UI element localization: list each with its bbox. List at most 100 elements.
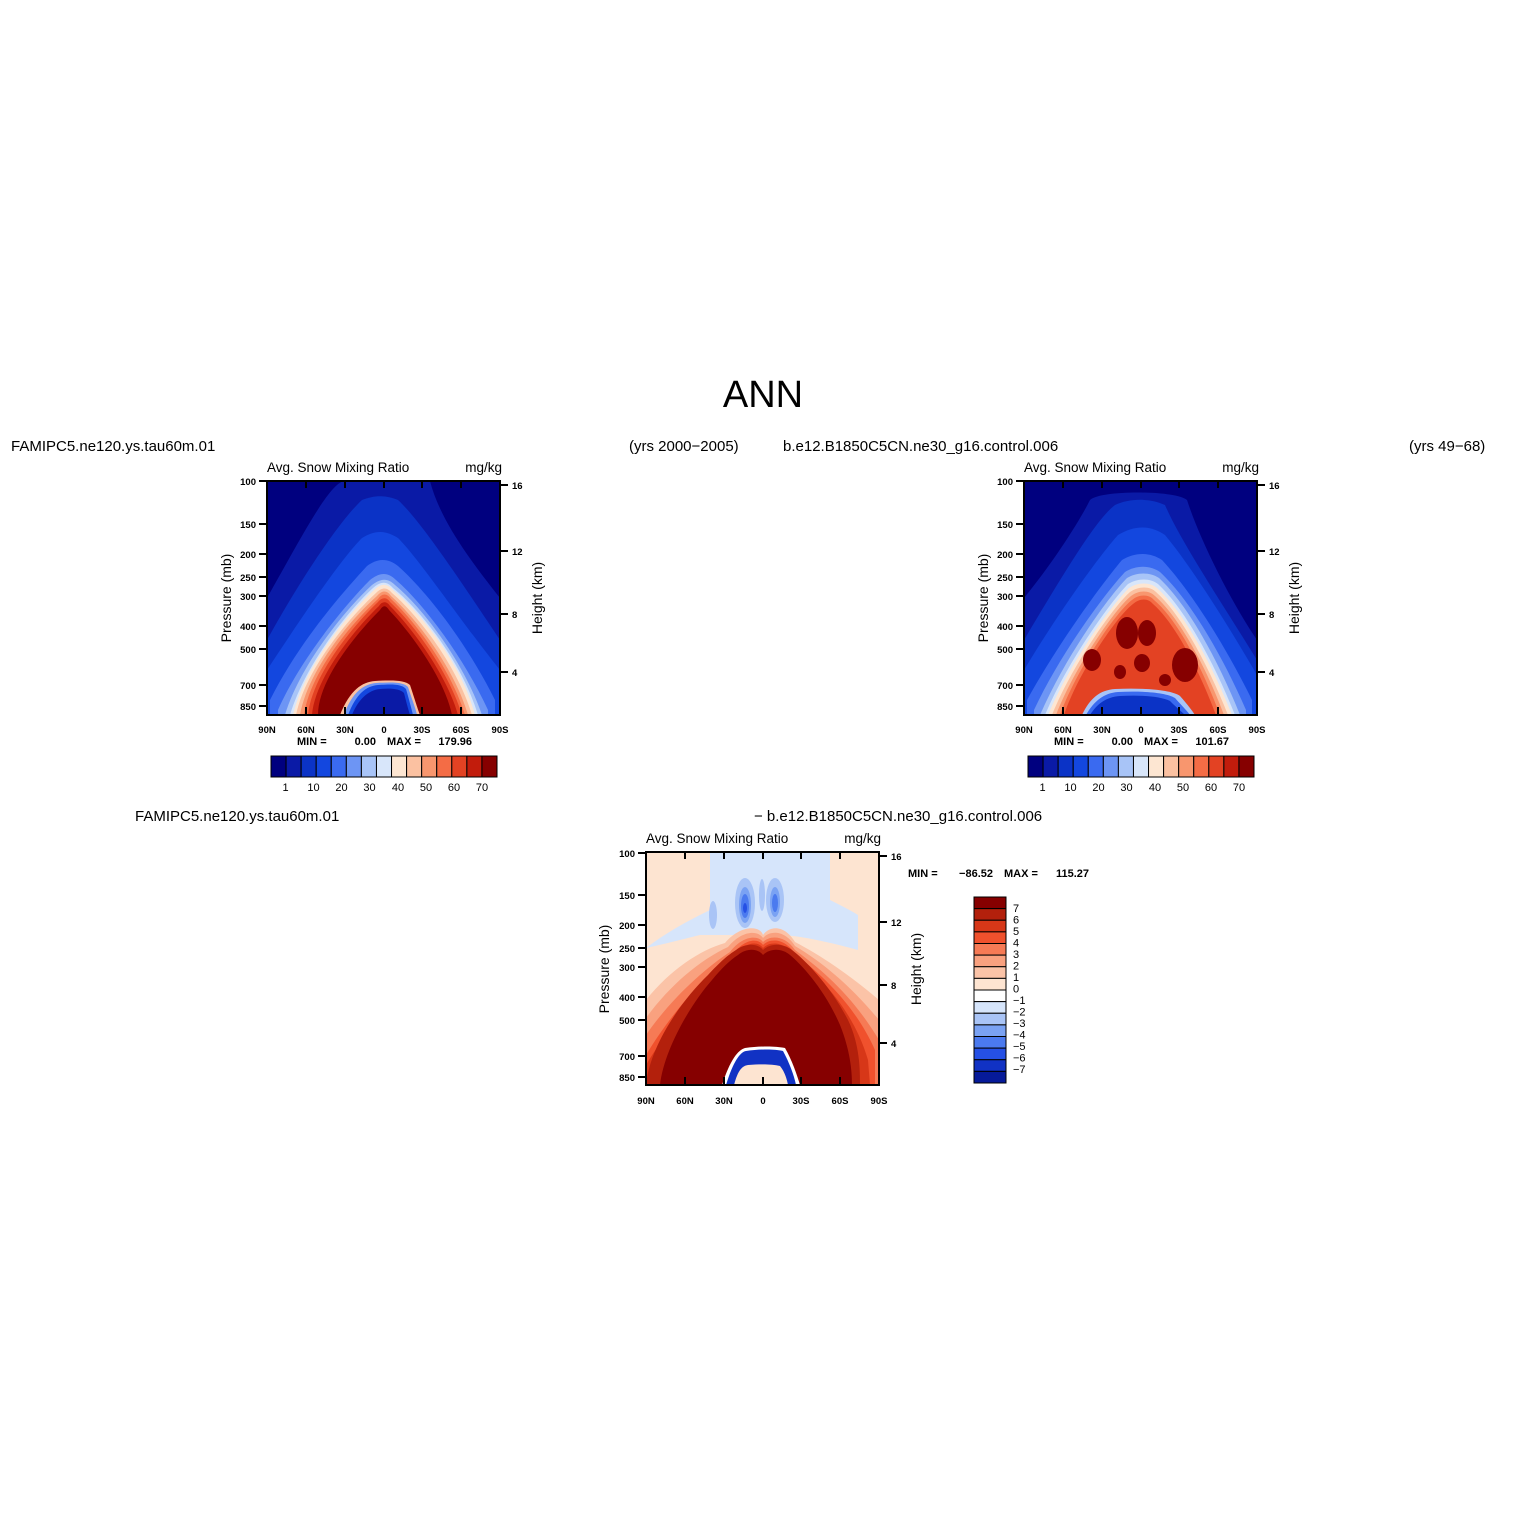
panel-right-ytick-label: 150 <box>997 520 1013 531</box>
panel-diff-ylabel: Pressure (mb) <box>596 925 612 1014</box>
panel-diff-xtick-label: 60S <box>832 1096 849 1107</box>
panel-right-variable: Avg. Snow Mixing Ratio <box>1024 460 1166 475</box>
right-case-label: b.e12.B1850C5CN.ne30_g16.control.006 <box>783 438 1058 455</box>
panel-left-ytick-label: 250 <box>240 573 256 584</box>
panel-diff-y2tick-label: 8 <box>891 981 896 992</box>
panel-left-colorbar-label: 40 <box>392 782 404 794</box>
diff-case-b-label: − b.e12.B1850C5CN.ne30_g16.control.006 <box>754 808 1042 825</box>
panel-diff-colorbar-swatch <box>973 1047 1007 1061</box>
panel-right-colorbar-label: 50 <box>1177 782 1189 794</box>
panel-diff-y2tick-label: 12 <box>891 918 902 929</box>
panel-right-y-ticks <box>1016 480 1265 707</box>
panel-right-colorbar-swatch <box>1238 755 1255 778</box>
panel-diff-field <box>646 852 879 1085</box>
panel-left-units: mg/kg <box>465 460 502 475</box>
panel-diff-colorbar-swatch <box>973 1036 1007 1049</box>
panel-right-colorbar-swatch <box>1117 755 1134 778</box>
panel-diff-ytick-label: 700 <box>619 1052 635 1063</box>
panel-diff-colorbar-label: 3 <box>1013 949 1019 961</box>
panel-diff-ytick-label: 250 <box>619 944 635 955</box>
panel-diff-colorbar-swatch <box>973 931 1007 944</box>
panel-diff-ytick-label: 300 <box>619 963 635 974</box>
panel-right-ytick-label: 200 <box>997 550 1013 561</box>
panel-left-ylabel-right: Height (km) <box>529 562 545 634</box>
panel-left-xtick-label: 60N <box>297 725 315 736</box>
panel-diff-colorbar-label: 5 <box>1013 926 1019 938</box>
panel-left-ytick-label: 700 <box>240 681 256 692</box>
panel-diff-units: mg/kg <box>844 831 881 846</box>
panel-diff-colorbar-swatch <box>973 966 1007 979</box>
panel-left-xtick-label: 30S <box>414 725 431 736</box>
panel-right-xtick-label: 30S <box>1171 725 1188 736</box>
panel-right-colorbar-label: 40 <box>1149 782 1161 794</box>
panel-right-xtick-label: 90N <box>1015 725 1033 736</box>
panel-diff-ylabel-right: Height (km) <box>908 933 924 1005</box>
panel-right-colorbar-swatch <box>1042 755 1059 778</box>
panel-left-colorbar-label: 30 <box>363 782 375 794</box>
panel-left-ytick-label: 300 <box>240 592 256 603</box>
panel-left-field <box>267 481 500 715</box>
panel-left-xtick-label: 30N <box>336 725 354 736</box>
panel-diff-y2tick-label: 16 <box>891 852 902 863</box>
panel-right-min-label: MIN = <box>1054 736 1084 748</box>
panel-diff-colorbar-label: −6 <box>1013 1053 1026 1065</box>
panel-left-colorbar-label: 20 <box>335 782 347 794</box>
panel-diff-colorbar <box>973 896 1007 1084</box>
panel-diff-colorbar-label: −7 <box>1013 1064 1026 1076</box>
panel-left-xtick-label: 60S <box>453 725 470 736</box>
panel-diff-ytick-label: 100 <box>619 849 635 860</box>
panel-right-colorbar-swatch <box>1193 755 1210 778</box>
panel-left-x-ticks <box>266 481 501 715</box>
panel-diff-xtick-label: 30S <box>793 1096 810 1107</box>
panel-diff-colorbar-label: 1 <box>1013 972 1019 984</box>
panel-left-colorbar <box>270 755 498 778</box>
panel-right-colorbar-swatch <box>1072 755 1089 778</box>
panel-right-colorbar-swatch <box>1223 755 1240 778</box>
page-title: ANN <box>723 374 803 416</box>
panel-diff-colorbar-swatch <box>973 1012 1007 1026</box>
panel-diff-colorbar-swatch <box>973 954 1007 968</box>
panel-right-xtick-label: 90S <box>1249 725 1266 736</box>
panel-right-colorbar-swatch <box>1057 755 1074 778</box>
panel-diff-ytick-label: 500 <box>619 1016 635 1027</box>
panel-diff-ytick-label: 200 <box>619 921 635 932</box>
panel-left-colorbar-swatch <box>375 755 393 778</box>
panel-left-max-label: MAX = <box>387 736 421 748</box>
panel-right-colorbar-swatch <box>1163 755 1180 778</box>
panel-diff-colorbar-swatch <box>973 908 1007 921</box>
panel-right-colorbar-swatch <box>1132 755 1150 778</box>
panel-right-colorbar-swatch <box>1178 755 1195 778</box>
panel-left-ytick-label: 400 <box>240 622 256 633</box>
panel-diff-ytick-label: 400 <box>619 993 635 1004</box>
panel-left-colorbar-swatch <box>436 755 453 778</box>
panel-diff-y2tick-label: 4 <box>891 1039 897 1050</box>
panel-right-y2tick-label: 4 <box>1269 668 1275 679</box>
panel-diff-max-label: MAX = <box>1004 868 1038 880</box>
panel-left-ytick-label: 850 <box>240 702 256 713</box>
panel-diff-colorbar-label: 2 <box>1013 961 1019 973</box>
panel-diff-max-value: 115.27 <box>1056 868 1089 880</box>
panel-right-x-ticks <box>1023 481 1258 715</box>
panel-left-colorbar-label: 70 <box>476 782 488 794</box>
panel-diff-colorbar-swatch <box>973 896 1007 910</box>
panel-diff-colorbar-swatch <box>973 1001 1007 1014</box>
panel-right-field <box>1024 481 1257 715</box>
panel-right-min-value: 0.00 <box>1112 736 1133 748</box>
panel-left-colorbar-swatch <box>360 755 377 778</box>
panel-left-y2tick-label: 8 <box>512 610 517 621</box>
panel-right-colorbar-swatch <box>1027 755 1044 778</box>
panel-left-colorbar-label: 10 <box>307 782 319 794</box>
panel-right-colorbar-label: 70 <box>1233 782 1245 794</box>
panel-right-ytick-label: 250 <box>997 573 1013 584</box>
panel-right-ytick-label: 700 <box>997 681 1013 692</box>
panel-diff-xtick-label: 90S <box>871 1096 888 1107</box>
panel-left-colorbar-swatch <box>345 755 362 778</box>
panel-right-xtick-label: 60S <box>1210 725 1227 736</box>
panel-diff-ytick-label: 150 <box>619 891 635 902</box>
panel-diff-xtick-label: 90N <box>637 1096 655 1107</box>
panel-left-colorbar-swatch <box>285 755 302 778</box>
panel-left-ytick-label: 100 <box>240 477 256 488</box>
panel-right-xtick-label: 30N <box>1093 725 1111 736</box>
panel-diff: Avg. Snow Mixing Ratio mg/kg Pressure (m… <box>596 831 1089 1107</box>
